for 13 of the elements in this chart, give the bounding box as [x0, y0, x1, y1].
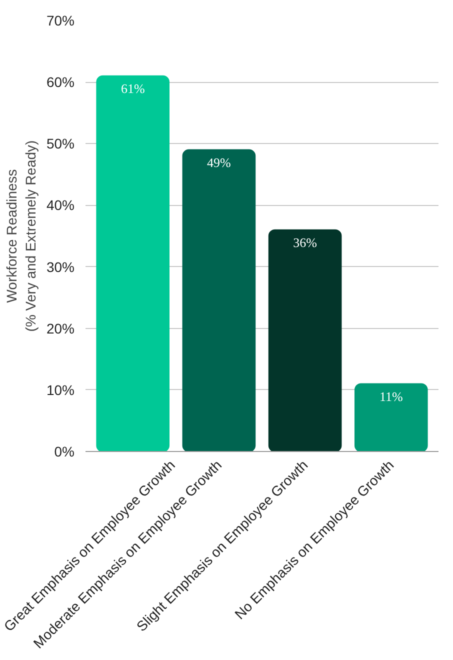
- data-label: 11%: [379, 388, 403, 404]
- data-label: 36%: [293, 234, 318, 250]
- y-axis-title: Workforce Readiness (% Very and Extremely Ready): [3, 140, 38, 332]
- y-tick-label: 10%: [46, 382, 75, 398]
- y-tick-label: 40%: [46, 197, 75, 214]
- data-label: 61%: [120, 80, 145, 96]
- y-tick-label: 70%: [46, 12, 75, 28]
- data-label: 49%: [207, 154, 232, 170]
- y-tick-label: 60%: [46, 74, 75, 90]
- y-tick-label: 50%: [46, 136, 75, 152]
- y-tick-label: 30%: [46, 258, 75, 275]
- y-tick-label: 20%: [46, 320, 75, 336]
- y-tick-label: 0%: [54, 444, 74, 460]
